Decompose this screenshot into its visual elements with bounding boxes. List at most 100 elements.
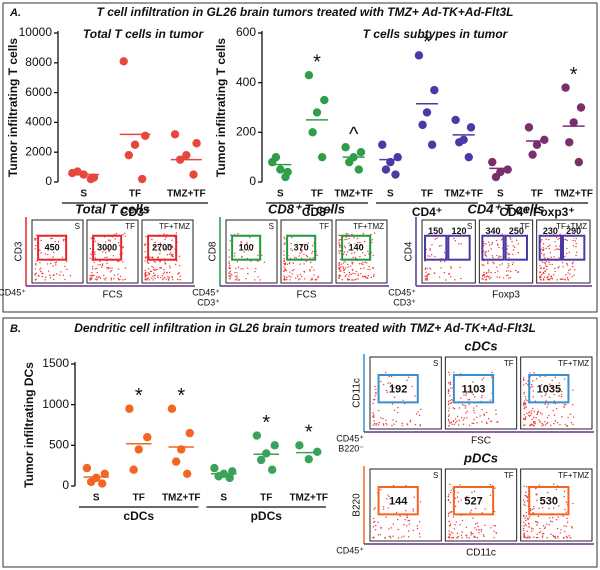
event-dot: [540, 279, 542, 281]
event-dot: [449, 383, 452, 386]
flow-plot: [225, 219, 278, 284]
event-dot: [532, 385, 534, 388]
event-dot: [535, 487, 537, 490]
event-dot: [532, 536, 535, 538]
event-dot: [544, 276, 546, 278]
event-dot: [575, 254, 577, 257]
event-dot: [461, 416, 463, 419]
event-dot: [106, 256, 108, 258]
event-dot: [485, 276, 488, 278]
event-dot: [243, 251, 245, 253]
event-dot: [541, 533, 544, 535]
y-tick-label: 400: [236, 75, 256, 89]
data-point: [381, 165, 391, 174]
event-dot: [449, 524, 451, 527]
event-dot: [351, 252, 353, 255]
flow-gate: [37, 234, 68, 261]
event-dot: [348, 237, 350, 240]
event-dot: [146, 260, 148, 262]
event-dot: [111, 267, 113, 269]
event-dot: [460, 534, 463, 536]
event-dot: [240, 242, 242, 244]
event-dot: [434, 238, 436, 240]
event-dot: [447, 419, 450, 421]
event-dot: [349, 265, 352, 267]
event-dot: [96, 279, 98, 281]
event-dot: [168, 271, 171, 274]
event-dot: [297, 279, 300, 281]
event-dot: [229, 240, 232, 242]
event-dot: [247, 273, 249, 275]
event-dot: [40, 267, 42, 269]
event-dot: [534, 423, 536, 425]
event-dot: [94, 257, 97, 259]
event-dot: [544, 403, 546, 405]
event-dot: [569, 537, 572, 539]
event-dot: [479, 497, 481, 499]
event-dot: [427, 255, 429, 257]
event-dot: [146, 277, 148, 280]
event-dot: [407, 520, 409, 522]
data-point: [540, 135, 549, 144]
event-dot: [548, 244, 551, 246]
event-dot: [351, 279, 353, 281]
event-dot: [488, 275, 490, 278]
event-dot: [107, 239, 110, 241]
event-dot: [124, 278, 127, 280]
event-dot: [440, 244, 443, 247]
event-dot: [165, 247, 168, 249]
event-dot: [450, 266, 452, 268]
event-dot: [374, 385, 376, 388]
event-dot: [466, 495, 468, 498]
event-dot: [524, 494, 526, 496]
event-dot: [454, 279, 456, 281]
event-dot: [375, 388, 377, 391]
significance-marker: *: [177, 385, 185, 407]
event-dot: [525, 519, 527, 522]
event-dot: [574, 269, 576, 271]
event-dot: [343, 271, 346, 274]
flow-gate: [92, 234, 123, 261]
data-point: [488, 157, 497, 167]
event-dot: [475, 507, 477, 509]
event-dot: [491, 255, 494, 257]
event-dot: [532, 396, 534, 398]
event-dot: [289, 279, 291, 281]
event-dot: [543, 532, 545, 535]
event-dot: [366, 277, 368, 279]
flow-gate: [452, 374, 495, 404]
event-dot: [299, 273, 302, 276]
event-dot: [242, 268, 244, 270]
data-point: [569, 118, 578, 127]
event-dot: [456, 415, 459, 418]
event-dot: [290, 242, 292, 245]
event-dot: [459, 484, 461, 486]
event-dot: [299, 278, 301, 280]
event-dot: [304, 278, 306, 280]
event-dot: [548, 261, 550, 263]
event-dot: [559, 233, 561, 235]
event-dot: [162, 278, 164, 281]
event-dot: [96, 267, 98, 270]
event-dot: [284, 276, 286, 278]
event-dot: [541, 536, 544, 538]
event-dot: [97, 242, 99, 244]
event-dot: [167, 279, 170, 281]
event-dot: [387, 382, 389, 384]
event-dot: [483, 413, 485, 415]
event-dot: [455, 421, 457, 424]
event-dot: [385, 516, 387, 518]
event-dot: [41, 273, 43, 275]
event-dot: [64, 278, 66, 281]
event-dot: [359, 244, 362, 247]
data-point: [225, 473, 234, 483]
event-dot: [565, 404, 567, 406]
event-dot: [457, 501, 460, 503]
event-dot: [356, 237, 359, 240]
event-dot: [559, 424, 561, 426]
event-dot: [525, 511, 528, 514]
event-dot: [527, 535, 529, 537]
event-dot: [536, 413, 538, 415]
event-dot: [159, 242, 162, 245]
event-dot: [436, 237, 438, 239]
